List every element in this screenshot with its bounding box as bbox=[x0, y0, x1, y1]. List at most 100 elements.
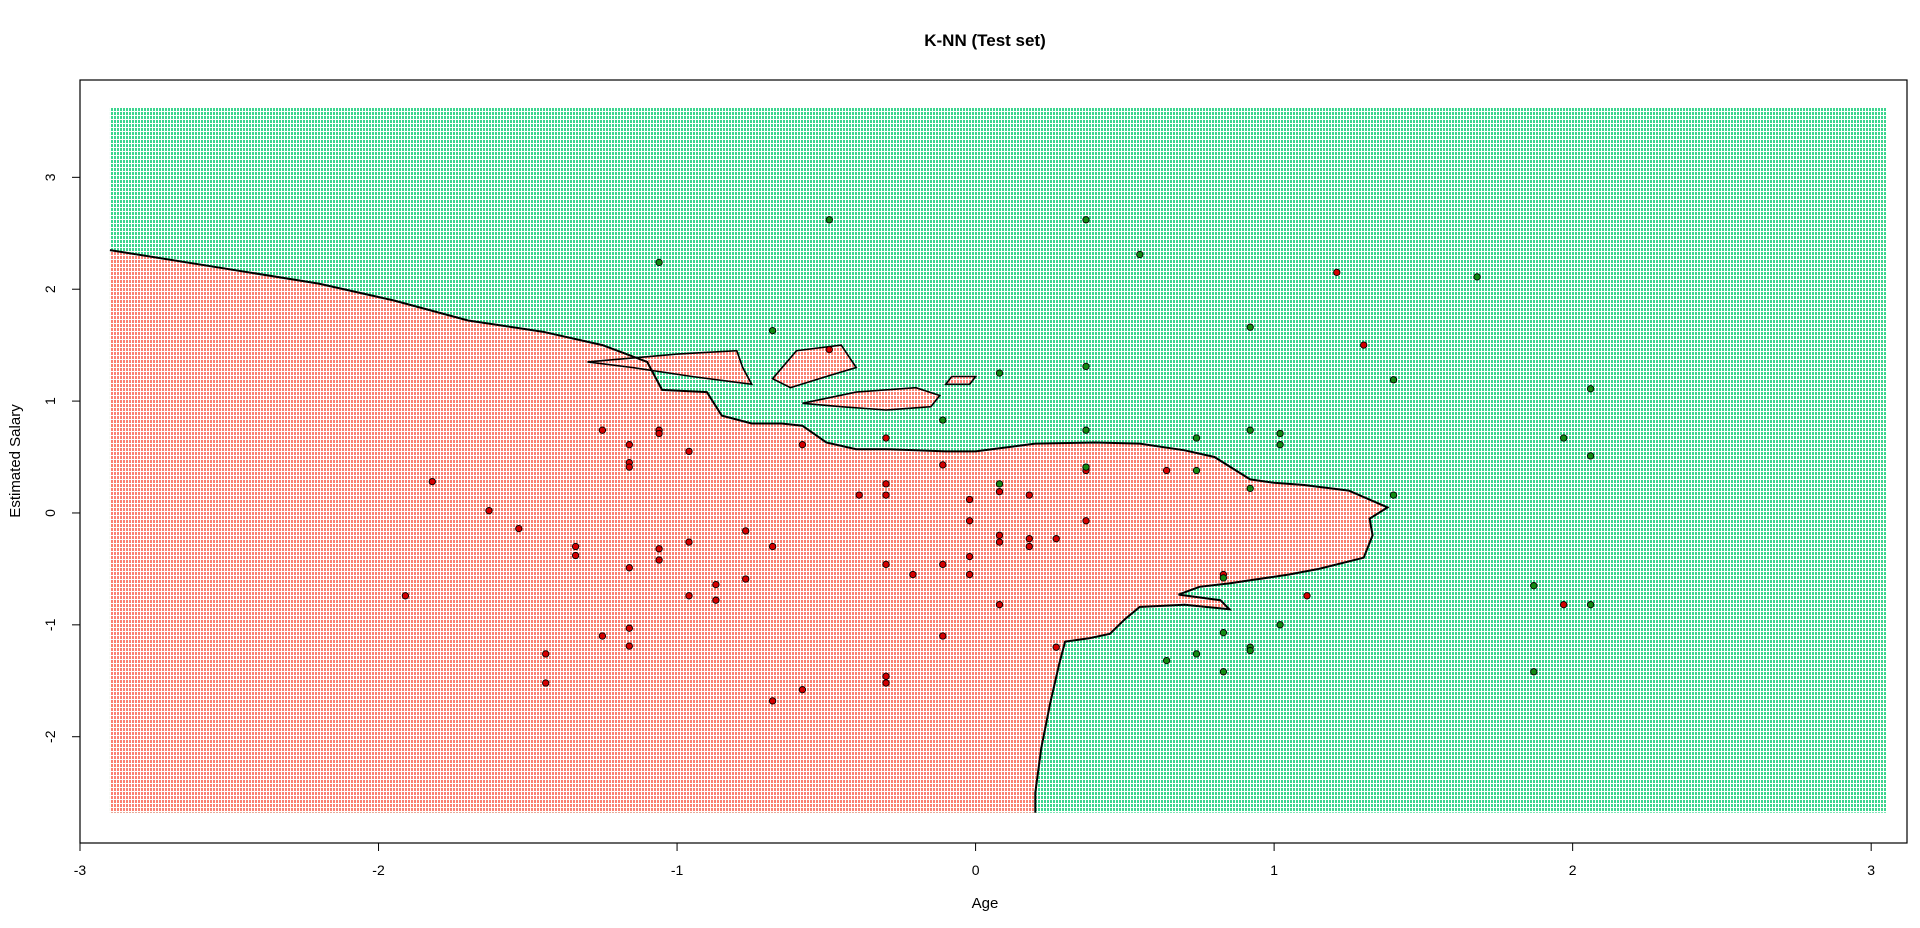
decision-boundary bbox=[109, 249, 1390, 813]
red-island-1 bbox=[802, 387, 940, 410]
x-tick-label: -2 bbox=[372, 862, 385, 878]
point-class0-32 bbox=[855, 491, 863, 499]
point-class0-23 bbox=[712, 580, 720, 589]
x-tick-label: 0 bbox=[972, 862, 980, 878]
point-class0-2 bbox=[485, 507, 493, 515]
point-class0-39 bbox=[909, 570, 917, 579]
point-class0-59 bbox=[1162, 466, 1171, 475]
point-class0-9 bbox=[598, 632, 607, 640]
point-class1-4 bbox=[995, 369, 1004, 377]
point-class0-50 bbox=[995, 601, 1004, 609]
point-class1-22 bbox=[1246, 646, 1254, 655]
point-class1-3 bbox=[939, 416, 947, 424]
y-tick-label: 1 bbox=[42, 397, 58, 405]
point-class0-4 bbox=[542, 650, 550, 658]
x-tick-label: -3 bbox=[74, 862, 87, 878]
data-points bbox=[401, 216, 1595, 705]
point-class1-27 bbox=[1389, 491, 1398, 499]
point-class0-6 bbox=[571, 542, 580, 551]
red-island-3 bbox=[945, 376, 976, 385]
red-island-0 bbox=[772, 345, 857, 388]
point-class0-21 bbox=[685, 538, 693, 546]
y-axis: -2 -1 0 1 2 3 bbox=[42, 173, 81, 743]
point-class0-30 bbox=[798, 686, 807, 694]
chart-title: K-NN (Test set) bbox=[924, 31, 1046, 50]
point-class0-14 bbox=[625, 624, 633, 632]
x-axis-title: Age bbox=[972, 895, 999, 912]
red-islands bbox=[587, 345, 976, 410]
point-class0-7 bbox=[571, 551, 580, 560]
point-class0-38 bbox=[882, 679, 890, 687]
y-tick-label: -2 bbox=[42, 730, 58, 743]
point-class1-6 bbox=[1082, 216, 1090, 224]
point-class0-33 bbox=[882, 434, 890, 442]
y-tick-label: 0 bbox=[42, 509, 58, 517]
point-class1-15 bbox=[1219, 574, 1228, 582]
point-class0-52 bbox=[1025, 535, 1033, 543]
point-class0-37 bbox=[882, 672, 890, 680]
point-class1-20 bbox=[1246, 484, 1254, 493]
point-class1-19 bbox=[1246, 426, 1254, 434]
point-class1-34 bbox=[1586, 601, 1595, 609]
point-class0-42 bbox=[939, 461, 947, 469]
island-outline-3 bbox=[944, 375, 978, 386]
point-class1-9 bbox=[1082, 463, 1090, 471]
point-class0-8 bbox=[598, 426, 607, 434]
point-class1-16 bbox=[1219, 629, 1228, 637]
point-class1-31 bbox=[1560, 434, 1568, 442]
x-tick-label: 2 bbox=[1569, 862, 1577, 878]
point-class1-32 bbox=[1586, 385, 1595, 393]
point-class1-8 bbox=[1082, 426, 1090, 434]
point-class1-17 bbox=[1219, 668, 1228, 676]
point-class1-28 bbox=[1473, 273, 1481, 281]
point-class0-18 bbox=[655, 545, 663, 553]
point-class0-47 bbox=[995, 488, 1004, 496]
island-outlines bbox=[587, 344, 978, 411]
point-class0-22 bbox=[685, 592, 693, 600]
point-class0-24 bbox=[712, 596, 720, 604]
point-class0-48 bbox=[995, 531, 1004, 539]
point-class0-20 bbox=[685, 447, 693, 456]
point-class1-5 bbox=[995, 480, 1004, 488]
point-class0-1 bbox=[428, 477, 436, 486]
point-class1-26 bbox=[1389, 376, 1398, 384]
point-class0-55 bbox=[1052, 643, 1060, 651]
x-tick-label: 3 bbox=[1867, 862, 1875, 878]
y-tick-label: -1 bbox=[42, 618, 58, 631]
point-class0-15 bbox=[625, 642, 633, 650]
point-class1-18 bbox=[1246, 323, 1254, 331]
point-class1-10 bbox=[1136, 250, 1144, 259]
point-class0-35 bbox=[882, 491, 890, 499]
point-class0-63 bbox=[1360, 341, 1368, 349]
point-class0-58 bbox=[1082, 517, 1090, 525]
point-class1-0 bbox=[655, 258, 663, 267]
point-class0-64 bbox=[1560, 601, 1568, 609]
point-class0-25 bbox=[742, 527, 750, 535]
point-class0-27 bbox=[768, 542, 777, 551]
point-class1-23 bbox=[1276, 429, 1284, 438]
point-class0-31 bbox=[825, 345, 833, 354]
point-class0-29 bbox=[798, 441, 807, 449]
point-class1-33 bbox=[1586, 452, 1595, 460]
point-class0-61 bbox=[1303, 592, 1311, 600]
point-class0-28 bbox=[768, 697, 777, 705]
point-class1-12 bbox=[1192, 434, 1201, 442]
point-class0-36 bbox=[882, 560, 890, 569]
point-class0-0 bbox=[401, 592, 410, 600]
point-class1-14 bbox=[1192, 650, 1201, 658]
point-class1-1 bbox=[768, 326, 777, 335]
x-axis: -3 -2 -1 0 1 2 3 bbox=[74, 842, 1875, 878]
point-class0-44 bbox=[965, 517, 974, 525]
point-class1-13 bbox=[1192, 466, 1201, 475]
point-class1-29 bbox=[1530, 582, 1538, 590]
point-class0-53 bbox=[1025, 542, 1033, 551]
point-class1-7 bbox=[1082, 362, 1090, 371]
point-class0-46 bbox=[965, 570, 974, 579]
point-class0-19 bbox=[655, 556, 663, 564]
point-class0-3 bbox=[515, 524, 523, 533]
point-class0-40 bbox=[939, 560, 947, 569]
point-class0-51 bbox=[1025, 491, 1033, 499]
point-class1-30 bbox=[1530, 668, 1538, 676]
point-class0-34 bbox=[882, 480, 890, 488]
